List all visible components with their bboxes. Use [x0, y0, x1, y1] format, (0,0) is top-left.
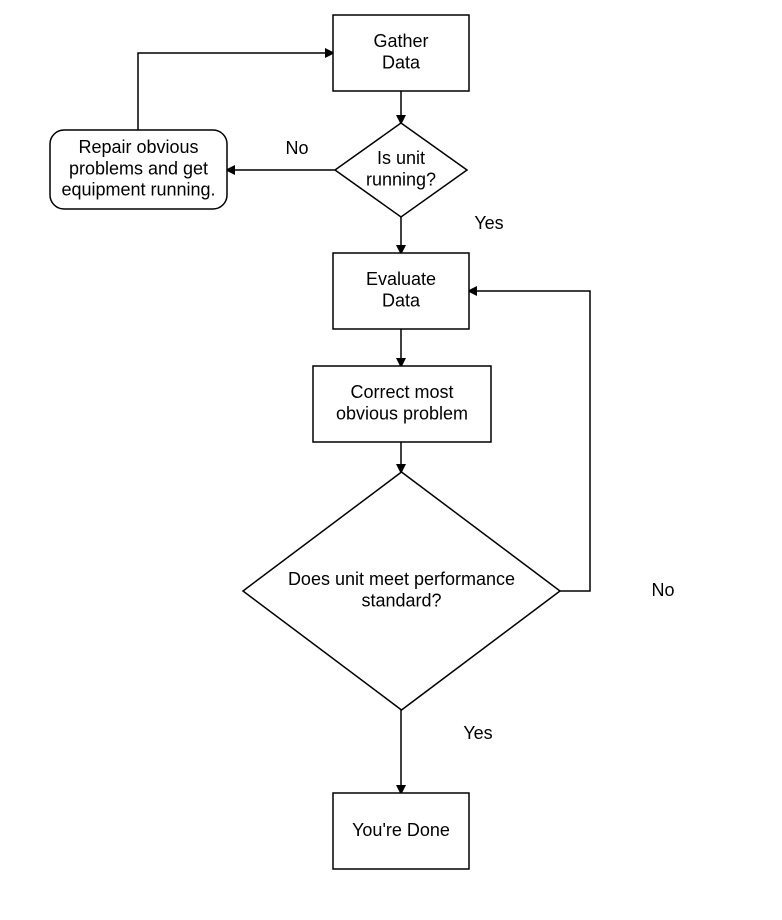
edge-label-is_running-evaluate: Yes: [474, 213, 503, 233]
node-evaluate-label: Evaluate: [366, 269, 436, 289]
node-evaluate: EvaluateData: [333, 253, 469, 329]
node-gather_data-label: Data: [382, 52, 421, 72]
edge-label-meet_std-done: Yes: [463, 723, 492, 743]
edge-label-meet_std-evaluate: No: [651, 580, 674, 600]
node-done-label: You're Done: [352, 820, 450, 840]
node-gather_data: GatherData: [333, 15, 469, 91]
node-repair: Repair obviousproblems and getequipment …: [50, 130, 227, 209]
node-repair-label: Repair obvious: [78, 137, 198, 157]
edge-repair-gather_data: [138, 53, 333, 130]
node-repair-label: problems and get: [69, 158, 208, 178]
node-evaluate-label: Data: [382, 290, 421, 310]
node-meet_std-label: standard?: [361, 590, 441, 610]
flowchart-canvas: NoYesNoYes GatherDataIs unitrunning?Repa…: [0, 0, 782, 920]
node-gather_data-label: Gather: [373, 31, 428, 51]
node-repair-label: equipment running.: [61, 179, 215, 199]
node-meet_std: Does unit meet performancestandard?: [243, 472, 560, 710]
node-correct-label: Correct most: [350, 382, 453, 402]
edge-label-is_running-repair: No: [285, 138, 308, 158]
node-done: You're Done: [333, 793, 469, 869]
node-is_running: Is unitrunning?: [335, 123, 467, 217]
node-is_running-label: running?: [366, 169, 436, 189]
node-correct: Correct mostobvious problem: [313, 366, 491, 442]
node-correct-label: obvious problem: [336, 403, 468, 423]
node-is_running-label: Is unit: [377, 148, 425, 168]
node-meet_std-label: Does unit meet performance: [288, 569, 515, 589]
